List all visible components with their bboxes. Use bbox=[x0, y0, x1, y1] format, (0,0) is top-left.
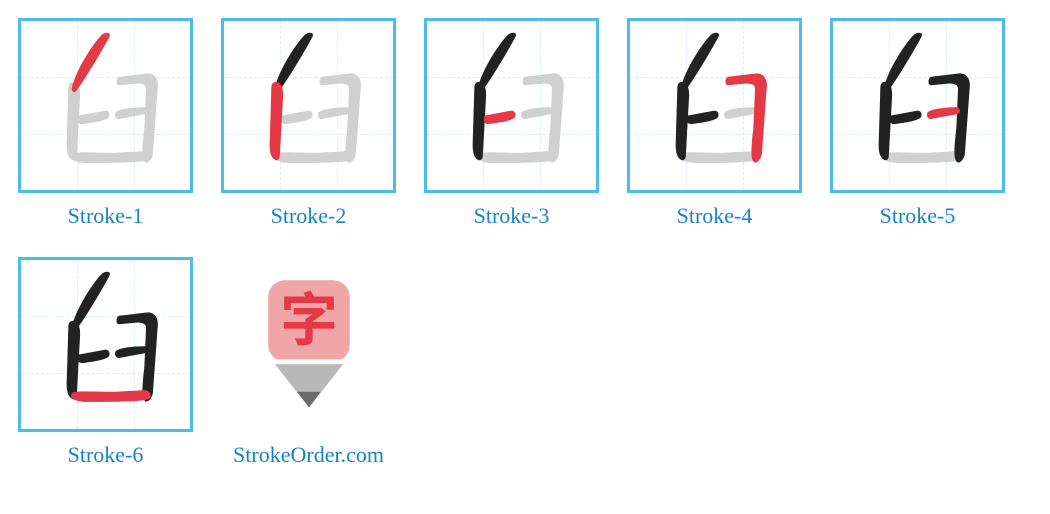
logo-cell: 字 StrokeOrder.com bbox=[221, 257, 396, 468]
stroke-caption[interactable]: Stroke-3 bbox=[474, 203, 550, 228]
stroke-tile-3 bbox=[424, 18, 599, 193]
site-link[interactable]: StrokeOrder.com bbox=[233, 442, 384, 467]
stroke-cell: Stroke-3 bbox=[424, 18, 599, 229]
svg-text:字: 字 bbox=[280, 273, 338, 357]
stroke-tile-5 bbox=[830, 18, 1005, 193]
stroke-cell: Stroke-6 bbox=[18, 257, 193, 468]
stroke-cell: Stroke-5 bbox=[830, 18, 1005, 229]
stroke-cell: Stroke-4 bbox=[627, 18, 802, 229]
stroke-caption[interactable]: Stroke-4 bbox=[677, 203, 753, 228]
stroke-caption[interactable]: Stroke-5 bbox=[880, 203, 956, 228]
stroke-tile-4 bbox=[627, 18, 802, 193]
stroke-caption[interactable]: Stroke-6 bbox=[68, 442, 144, 467]
stroke-tile-1 bbox=[18, 18, 193, 193]
stroke-tile-2 bbox=[221, 18, 396, 193]
stroke-tile-6 bbox=[18, 257, 193, 432]
site-logo: 字 bbox=[221, 257, 396, 432]
stroke-cell: Stroke-1 bbox=[18, 18, 193, 229]
stroke-caption[interactable]: Stroke-2 bbox=[271, 203, 347, 228]
stroke-caption[interactable]: Stroke-1 bbox=[68, 203, 144, 228]
stroke-cell: Stroke-2 bbox=[221, 18, 396, 229]
